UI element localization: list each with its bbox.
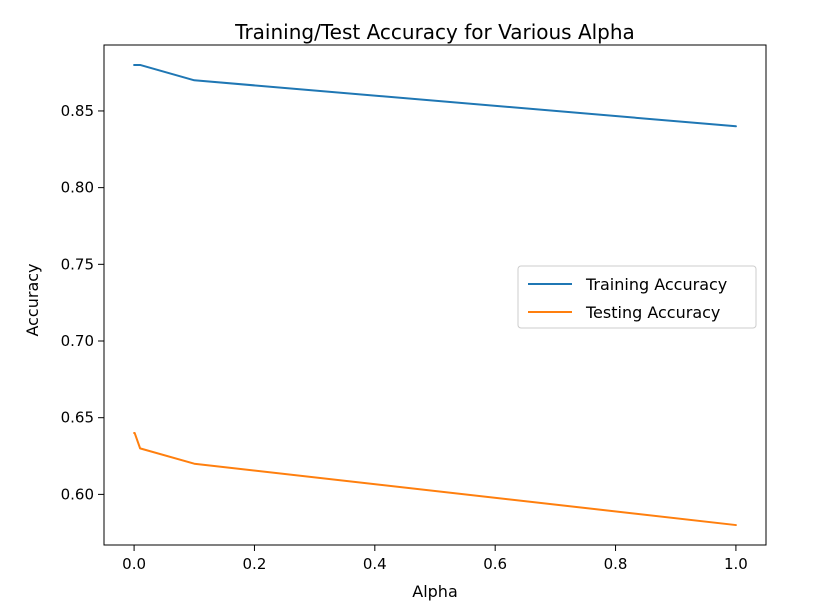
x-axis: 0.0 0.2 0.4 0.6 0.8 1.0	[122, 545, 748, 573]
x-tick-label: 0.4	[363, 555, 387, 573]
x-tick-label: 1.0	[724, 555, 748, 573]
y-tick-label: 0.75	[61, 255, 94, 273]
y-tick-label: 0.65	[61, 409, 94, 427]
x-axis-label: Alpha	[412, 582, 458, 601]
legend-box	[517, 265, 757, 329]
y-tick-label: 0.80	[61, 179, 94, 197]
plot-frame	[103, 44, 767, 546]
chart-title: Training/Test Accuracy for Various Alpha	[234, 20, 635, 44]
x-tick-label: 0.6	[483, 555, 507, 573]
training-accuracy-line	[133, 63, 737, 128]
y-tick-label: 0.85	[61, 102, 94, 120]
y-axis-label: Accuracy	[23, 263, 42, 336]
x-tick-label: 0.0	[122, 555, 146, 573]
legend: Training Accuracy Testing Accuracy	[517, 265, 757, 329]
y-axis: 0.60 0.65 0.70 0.75 0.80 0.85	[61, 102, 104, 503]
y-tick-label: 0.70	[61, 332, 94, 350]
series-layer	[133, 63, 737, 527]
x-tick-label: 0.2	[243, 555, 267, 573]
testing-accuracy-line	[133, 432, 737, 527]
x-tick-label: 0.8	[604, 555, 628, 573]
legend-label-testing: Testing Accuracy	[585, 303, 720, 322]
y-tick-label: 0.60	[61, 485, 94, 503]
legend-label-training: Training Accuracy	[585, 275, 727, 294]
